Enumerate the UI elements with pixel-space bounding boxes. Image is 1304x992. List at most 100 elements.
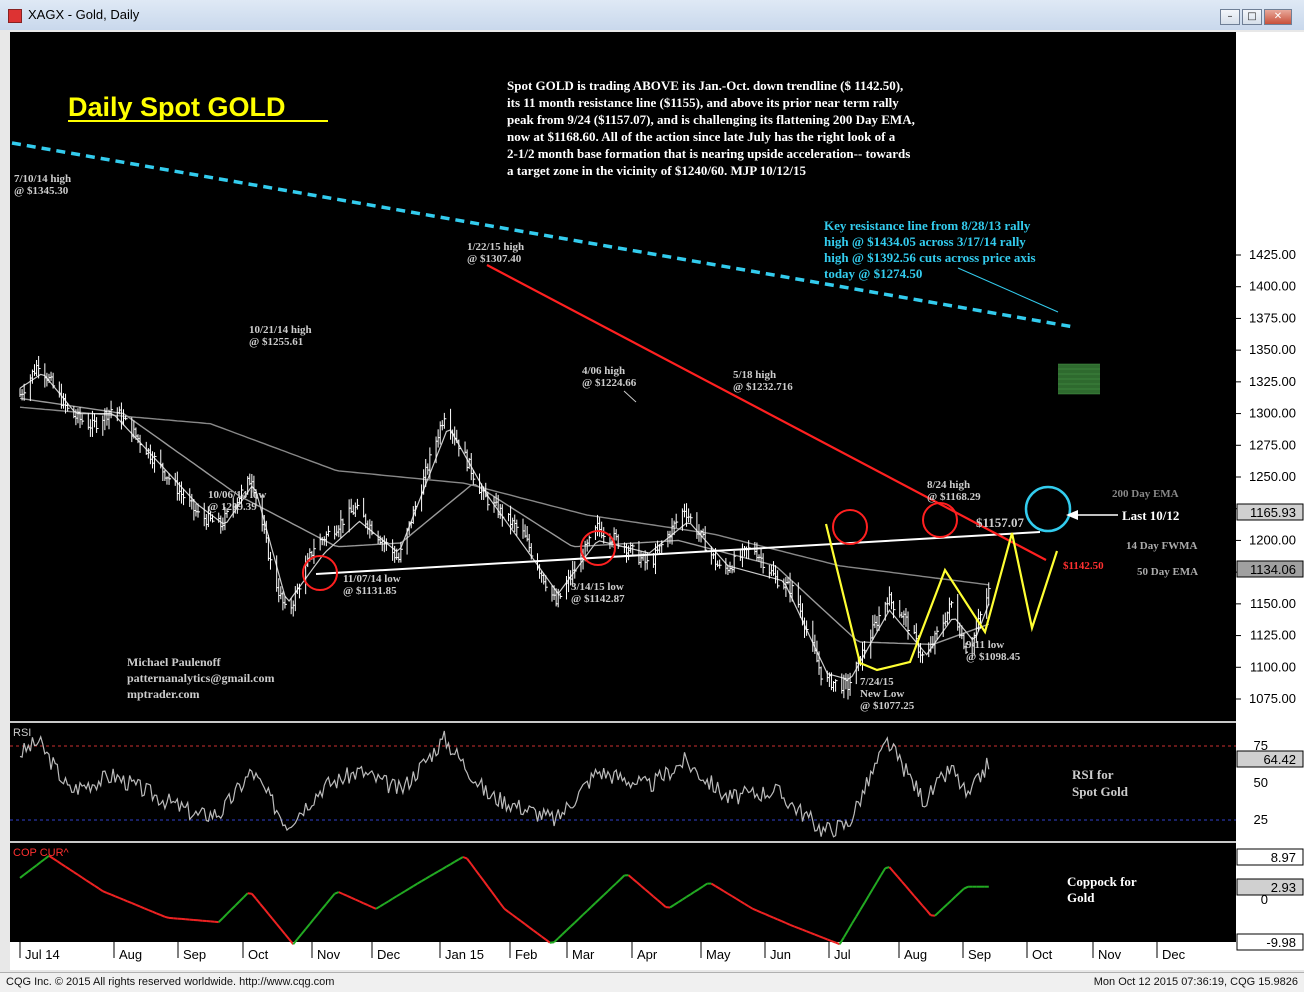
commentary-line: a target zone in the vicinity of $1240/6… [507, 163, 806, 178]
point-label-mar14: 3/14/15 low [571, 581, 624, 593]
month-label: Apr [637, 947, 658, 962]
level-1157-label: $1157.07 [976, 515, 1025, 530]
price-tick-label: 1075.00 [1249, 691, 1296, 706]
coppock-pane-title: COP CUR^ [13, 847, 70, 859]
point-label-jan22: @ $1307.40 [467, 253, 522, 265]
rsi-label: RSI for [1072, 767, 1114, 782]
price-tick-label: 1425.00 [1249, 247, 1296, 262]
rsi-value-tag-text: 64.42 [1263, 752, 1296, 767]
price-tick-label: 1400.00 [1249, 279, 1296, 294]
month-label: May [706, 947, 731, 962]
point-label-jan22: 1/22/15 high [467, 241, 524, 253]
month-label: Jul [834, 947, 851, 962]
last-date-label: Last 10/12 [1122, 508, 1179, 523]
point-label-jul10: @ $1345.30 [14, 185, 69, 197]
key-resistance-line: high @ $1392.56 cuts across price axis [824, 250, 1036, 265]
fwma14-label: 14 Day FWMA [1126, 540, 1198, 552]
coppock-label: Coppock for [1067, 874, 1137, 889]
point-label-jul24: @ $1077.25 [860, 700, 915, 712]
point-label-sep11: @ $1098.45 [966, 651, 1021, 663]
coppock-segment [550, 942, 554, 943]
coppock-value-tag-text: 2.93 [1271, 880, 1296, 895]
price-tick-label: 1250.00 [1249, 469, 1296, 484]
coppock-label: Gold [1067, 890, 1095, 905]
month-label: Mar [572, 947, 595, 962]
point-label-apr06: 4/06 high [582, 365, 625, 377]
price-tick-label: 1100.00 [1250, 659, 1296, 674]
point-label-oct06: 10/06/14 low [208, 489, 266, 501]
chart-area: Daily Spot GOLD Spot GOLD is trading ABOV… [0, 30, 1304, 971]
coppock-value-tag-text: 8.97 [1271, 850, 1296, 865]
price-tick-label: 1350.00 [1249, 342, 1296, 357]
timestamp-text: Mon Oct 12 2015 07:36:19, CQG 15.9826 [1094, 976, 1298, 988]
author-line: patternanalytics@gmail.com [127, 671, 274, 685]
chart-svg: Daily Spot GOLD Spot GOLD is trading ABOV… [0, 30, 1304, 971]
commentary-line: peak from 9/24 ($1157.07), and is challe… [507, 112, 915, 127]
coppock-segment [885, 867, 889, 868]
month-label: Dec [377, 947, 401, 962]
point-label-mar14: @ $1142.87 [571, 593, 625, 605]
commentary-line: now at $1168.60. All of the action since… [507, 129, 896, 144]
point-label-oct06: @ 1209.39 [208, 501, 257, 513]
chart-title: Daily Spot GOLD [68, 92, 286, 122]
ema50-label: 50 Day EMA [1137, 566, 1198, 578]
last-price-tag-text: 1165.93 [1250, 505, 1296, 520]
coppock-segment [165, 917, 169, 918]
commentary-line: its 11 month resistance line ($1155), an… [507, 95, 899, 110]
coppock-value-tag-text: -9.98 [1266, 935, 1296, 950]
price-tick-label: 1325.00 [1249, 374, 1296, 389]
maximize-button[interactable]: □ [1242, 9, 1262, 25]
month-label: Jun [770, 947, 791, 962]
point-label-aug24: @ $1168.29 [927, 491, 981, 503]
month-label: Sep [183, 947, 206, 962]
point-label-jul24: 7/24/15 [860, 676, 894, 688]
rsi-tick-label: 50 [1254, 775, 1268, 790]
close-button[interactable]: ✕ [1264, 9, 1292, 25]
point-label-sep11: 9/11 low [966, 639, 1004, 651]
rsi-pane-title: RSI [13, 727, 31, 739]
point-label-may18: @ $1232.716 [733, 381, 793, 393]
copyright-text: CQG Inc. © 2015 All rights reserved worl… [6, 976, 334, 988]
price-tick-label: 1200.00 [1249, 532, 1296, 547]
point-label-apr06: @ $1224.66 [582, 377, 637, 389]
window-title: XAGX - Gold, Daily [28, 7, 139, 22]
ema50-price-tag-text: 1134.06 [1250, 562, 1296, 577]
point-label-may18: 5/18 high [733, 369, 776, 381]
point-label-nov07: @ $1131.85 [343, 585, 397, 597]
point-label-jul24: New Low [860, 688, 904, 700]
trend-1142-label: $1142.50 [1063, 560, 1104, 572]
price-tick-label: 1125.00 [1250, 628, 1296, 643]
month-label: Jul 14 [25, 947, 60, 962]
month-label: Oct [1032, 947, 1053, 962]
month-label: Nov [317, 947, 341, 962]
month-label: Jan 15 [445, 947, 484, 962]
minimize-button[interactable]: – [1220, 9, 1240, 25]
status-bar: CQG Inc. © 2015 All rights reserved worl… [0, 972, 1304, 992]
point-label-oct21: 10/21/14 high [249, 324, 312, 336]
rsi-label: Spot Gold [1072, 784, 1129, 799]
author-line: Michael Paulenoff [127, 655, 222, 669]
price-tick-label: 1275.00 [1249, 437, 1296, 452]
point-label-oct21: @ $1255.61 [249, 336, 303, 348]
price-tick-label: 1150.00 [1250, 596, 1296, 611]
key-resistance-line: high @ $1434.05 across 3/17/14 rally [824, 234, 1026, 249]
author-line: mptrader.com [127, 687, 200, 701]
commentary-line: 2-1/2 month base formation that is neari… [507, 146, 910, 161]
coppock-segment [248, 893, 252, 894]
ema200-label: 200 Day EMA [1112, 488, 1179, 500]
app-icon [8, 9, 22, 23]
month-label: Nov [1098, 947, 1122, 962]
month-label: Dec [1162, 947, 1186, 962]
month-label: Sep [968, 947, 991, 962]
point-label-nov07: 11/07/14 low [343, 573, 401, 585]
point-label-jul10: 7/10/14 high [14, 173, 71, 185]
commentary-line: Spot GOLD is trading ABOVE its Jan.-Oct.… [507, 78, 903, 93]
rsi-tick-label: 25 [1254, 812, 1268, 827]
title-bar[interactable]: XAGX - Gold, Daily – □ ✕ [0, 0, 1304, 31]
price-tick-label: 1375.00 [1249, 310, 1296, 325]
month-label: Aug [904, 947, 927, 962]
price-tick-label: 1300.00 [1249, 406, 1296, 421]
month-label: Feb [515, 947, 537, 962]
point-label-aug24: 8/24 high [927, 479, 970, 491]
